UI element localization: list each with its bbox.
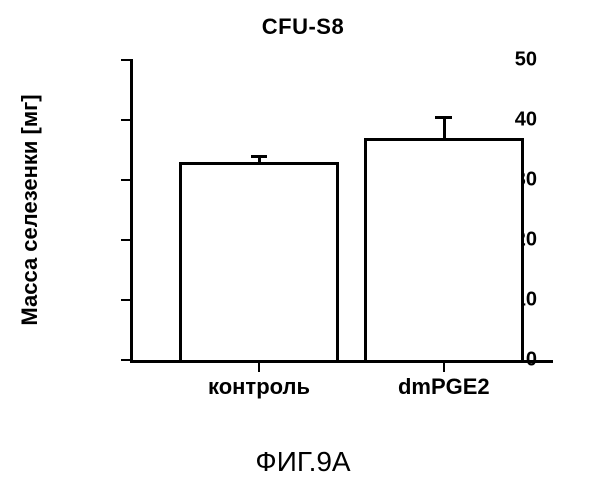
y-tick-label: 50 xyxy=(515,49,537,72)
x-tick xyxy=(258,360,260,372)
plot-area: 01020304050контрольdmPGE2 xyxy=(130,60,553,363)
y-tick-label: 40 xyxy=(515,109,537,132)
y-tick xyxy=(121,179,133,181)
y-tick-label: 0 xyxy=(526,349,537,372)
x-tick xyxy=(443,360,445,372)
y-tick xyxy=(121,359,133,361)
error-cap xyxy=(251,155,268,158)
y-axis-label: Масса селезенки [мг] xyxy=(17,94,43,325)
bar xyxy=(364,138,524,360)
error-cap xyxy=(435,116,452,119)
x-tick-label: контроль xyxy=(208,374,310,400)
figure: CFU-S8 Масса селезенки [мг] 01020304050к… xyxy=(0,0,606,500)
bar xyxy=(179,162,339,360)
y-tick xyxy=(121,239,133,241)
figure-caption: ФИГ.9A xyxy=(0,446,606,478)
error-bar xyxy=(443,117,446,138)
y-tick xyxy=(121,299,133,301)
y-tick xyxy=(121,119,133,121)
y-tick xyxy=(121,59,133,61)
chart-title: CFU-S8 xyxy=(0,14,606,40)
x-tick-label: dmPGE2 xyxy=(398,374,490,400)
